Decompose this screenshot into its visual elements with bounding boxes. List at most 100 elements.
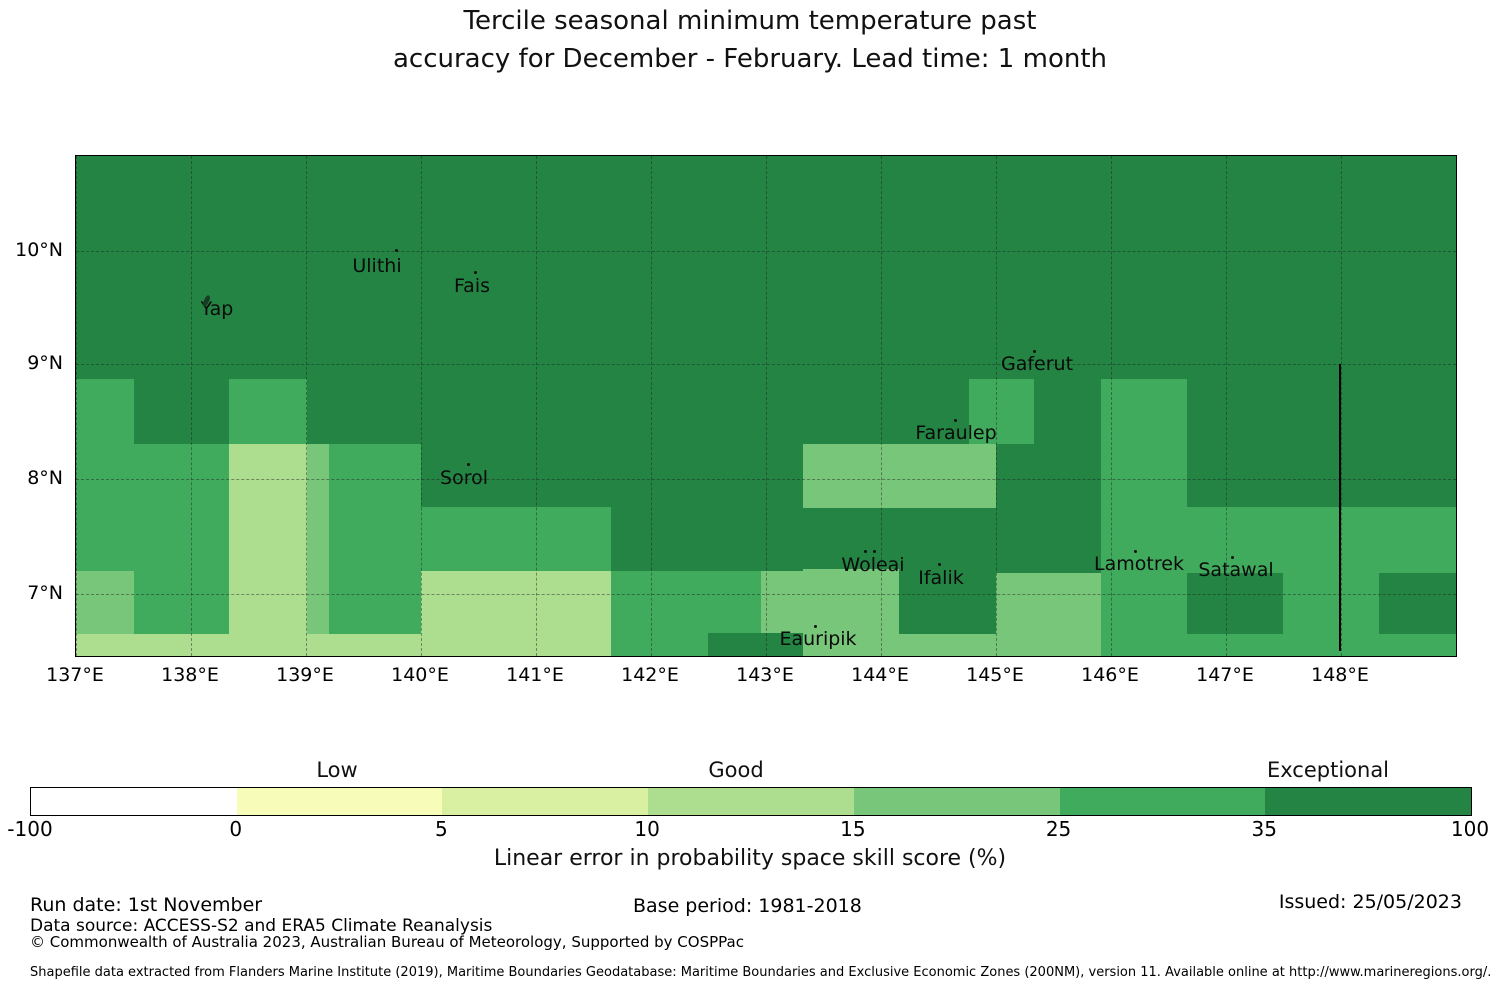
- heatmap-cell: [76, 634, 611, 656]
- colorbar-tick-label: 100: [1450, 817, 1490, 841]
- colorbar-tick-label: 35: [1251, 817, 1278, 841]
- colorbar-segment: [1265, 788, 1471, 815]
- island-label-eauripik: Eauripik: [779, 628, 857, 650]
- eez-boundary-line: [1339, 364, 1341, 651]
- x-axis-tick-label: 142°E: [621, 664, 679, 686]
- x-axis-tick-label: 144°E: [851, 664, 909, 686]
- heatmap-cell: [1283, 573, 1379, 634]
- island-label-sorol: Sorol: [440, 467, 488, 489]
- island-label-fais: Fais: [453, 275, 491, 297]
- y-axis-tick-label: 9°N: [27, 352, 63, 374]
- heatmap-cell: [996, 573, 1101, 656]
- gridline-horizontal: [76, 594, 1456, 595]
- gridline-horizontal: [76, 479, 1456, 480]
- island-label-woleai: Woleai: [841, 554, 905, 576]
- chart-title-line2: accuracy for December - February. Lead t…: [392, 44, 1108, 74]
- data-source-text: Data source: ACCESS-S2 and ERA5 Climate …: [30, 916, 493, 936]
- heatmap-cell: [229, 379, 307, 444]
- x-axis-tick-label: 138°E: [161, 664, 219, 686]
- heatmap-cell: [134, 444, 229, 634]
- island-marker-icon: [873, 550, 876, 553]
- map-plot-area: Yap Ulithi Fais Sorol Gaferut Faraulep Woleai I…: [75, 155, 1457, 657]
- x-axis-tick-label: 139°E: [276, 664, 334, 686]
- x-axis-tick-label: 143°E: [736, 664, 794, 686]
- x-axis-tick-label: 146°E: [1081, 664, 1139, 686]
- gridline-vertical: [421, 156, 422, 656]
- heatmap-cell: [229, 444, 307, 656]
- island-marker-icon: [1231, 556, 1234, 559]
- heatmap-cell: [761, 571, 803, 633]
- colorbar-segment: [442, 788, 649, 815]
- colorbar-tick-label: 25: [1045, 817, 1072, 841]
- island-label-ifalik: Ifalik: [918, 567, 964, 589]
- gridline-vertical: [191, 156, 192, 656]
- colorbar-segment: [31, 788, 237, 815]
- island-marker-icon: [1134, 550, 1137, 553]
- y-axis-tick-label: 7°N: [27, 582, 63, 604]
- heatmap-cell: [1187, 507, 1456, 573]
- x-axis-tick-label: 137°E: [46, 664, 104, 686]
- island-label-lamotrek: Lamotrek: [1094, 553, 1184, 575]
- gridline-horizontal: [76, 251, 1456, 252]
- run-date-text: Run date: 1st November: [30, 894, 263, 916]
- y-axis-tick-label: 10°N: [15, 239, 63, 261]
- gridline-vertical: [996, 156, 997, 656]
- gridline-vertical: [766, 156, 767, 656]
- colorbar-segment: [853, 788, 1060, 815]
- gridline-vertical: [536, 156, 537, 656]
- colorbar-tick-label: 10: [634, 817, 660, 841]
- colorbar-segment: [236, 788, 443, 815]
- heatmap-cell: [76, 571, 134, 634]
- island-marker-icon: [474, 271, 477, 274]
- heatmap-cell: [76, 379, 134, 571]
- heatmap-cell: [803, 569, 899, 634]
- colorbar-category-label: Exceptional: [1266, 758, 1390, 782]
- colorbar-category-label: Low: [316, 758, 358, 782]
- gridline-vertical: [306, 156, 307, 656]
- gridline-vertical: [76, 156, 77, 656]
- gridline-vertical: [1341, 156, 1342, 656]
- heatmap-cell: [1101, 379, 1187, 656]
- colorbar-segment: [648, 788, 854, 815]
- colorbar-tick-label: 0: [229, 817, 243, 841]
- colorbar: [30, 787, 1472, 816]
- island-label-faraulep: Faraulep: [915, 422, 997, 444]
- copyright-text: © Commonwealth of Australia 2023, Austra…: [30, 933, 744, 951]
- colorbar-tick-label: 5: [435, 817, 448, 841]
- heatmap-cell: [803, 444, 996, 508]
- issued-date-text: Issued: 25/05/2023: [1278, 891, 1462, 913]
- heatmap-cell: [611, 571, 708, 656]
- colorbar-tick-label: -100: [7, 817, 53, 841]
- island-marker-icon: [395, 249, 398, 252]
- colorbar-category-label: Good: [708, 758, 764, 782]
- heatmap-cell: [421, 507, 611, 571]
- chart-title: Tercile seasonal minimum temperature pas…: [0, 2, 1500, 78]
- island-marker-icon: [954, 419, 957, 422]
- colorbar-segment: [1059, 788, 1266, 815]
- heatmap-cell: [307, 444, 329, 634]
- heatmap-cell: [329, 444, 421, 634]
- x-axis-tick-label: 147°E: [1196, 664, 1254, 686]
- x-axis-tick-label: 141°E: [506, 664, 564, 686]
- island-marker-icon: [864, 550, 867, 553]
- x-axis-tick-label: 140°E: [391, 664, 449, 686]
- x-axis-tick-label: 145°E: [966, 664, 1024, 686]
- gridline-vertical: [1226, 156, 1227, 656]
- island-label-yap: Yap: [200, 298, 234, 320]
- island-label-satawal: Satawal: [1198, 559, 1274, 581]
- gridline-vertical: [651, 156, 652, 656]
- y-axis-tick-label: 8°N: [27, 467, 63, 489]
- heatmap-cell: [1187, 634, 1456, 656]
- shapefile-attribution-text: Shapefile data extracted from Flanders M…: [30, 965, 1492, 980]
- heatmap-cell: [969, 379, 1034, 444]
- x-axis-tick-label: 148°E: [1311, 664, 1369, 686]
- colorbar-tick-label: 15: [840, 817, 866, 841]
- colorbar-axis-label: Linear error in probability space skill …: [493, 846, 1007, 871]
- island-marker-icon: [1033, 350, 1036, 353]
- island-marker-icon: [938, 563, 941, 566]
- gridline-horizontal: [76, 364, 1456, 365]
- gridline-vertical: [881, 156, 882, 656]
- island-marker-icon: [467, 463, 470, 466]
- heatmap-cell: [803, 634, 996, 656]
- island-label-ulithi: Ulithi: [352, 255, 402, 277]
